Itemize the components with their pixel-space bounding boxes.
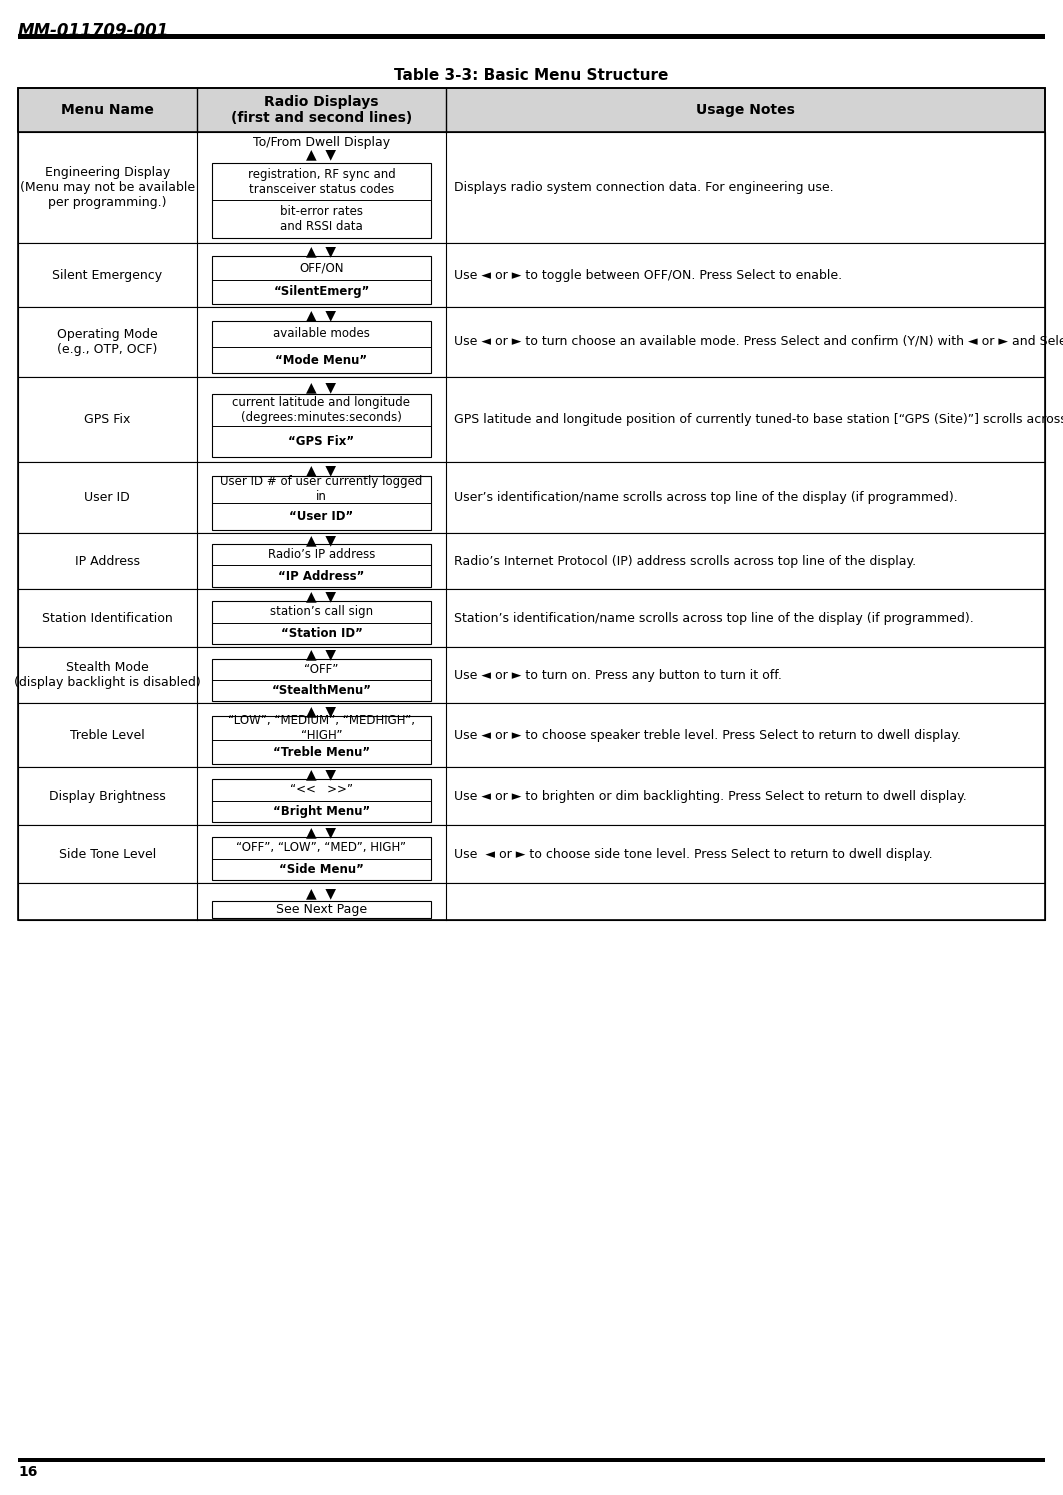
Text: ▲  ▼: ▲ ▼ [306, 534, 337, 547]
Bar [212, 163, 432, 238]
Bar [18, 1458, 1045, 1462]
Text: Side Tone Level: Side Tone Level [58, 848, 156, 861]
Text: GPS latitude and longitude position of currently tuned-to base station [“GPS (Si: GPS latitude and longitude position of c… [454, 413, 1063, 426]
Text: Menu Name: Menu Name [61, 103, 154, 117]
Text: “Bright Menu”: “Bright Menu” [273, 804, 370, 818]
Bar [212, 544, 432, 586]
Bar [212, 475, 432, 529]
Text: Radio Displays
(first and second lines): Radio Displays (first and second lines) [231, 94, 412, 126]
Text: “GPS Fix”: “GPS Fix” [288, 435, 355, 448]
Bar [212, 837, 432, 881]
Text: available modes: available modes [273, 327, 370, 341]
Bar [212, 659, 432, 701]
Text: Use ◄ or ► to turn choose an available mode. Press Select and confirm (Y/N) with: Use ◄ or ► to turn choose an available m… [454, 335, 1063, 348]
Text: “IP Address”: “IP Address” [279, 570, 365, 583]
Text: To/From Dwell Display: To/From Dwell Display [253, 136, 390, 148]
Text: ▲  ▼: ▲ ▼ [306, 147, 337, 161]
Bar [212, 321, 432, 374]
Text: Silent Emergency: Silent Emergency [52, 269, 163, 281]
Text: ▲  ▼: ▲ ▼ [306, 308, 337, 323]
Text: Use ◄ or ► to brighten or dim backlighting. Press Select to return to dwell disp: Use ◄ or ► to brighten or dim backlighti… [454, 789, 967, 803]
Text: ▲  ▼: ▲ ▼ [306, 887, 337, 900]
Text: registration, RF sync and
transceiver status codes: registration, RF sync and transceiver st… [248, 167, 395, 196]
Text: “User ID”: “User ID” [289, 510, 354, 523]
Text: ▲  ▼: ▲ ▼ [306, 647, 337, 661]
Bar [18, 589, 1045, 647]
Text: Use ◄ or ► to turn on. Press any button to turn it off.: Use ◄ or ► to turn on. Press any button … [454, 668, 782, 682]
Text: Table 3-3: Basic Menu Structure: Table 3-3: Basic Menu Structure [393, 67, 669, 84]
Bar [18, 88, 1045, 132]
Text: “SilentEmerg”: “SilentEmerg” [273, 286, 370, 299]
Text: Treble Level: Treble Level [70, 730, 145, 742]
Bar [18, 884, 1045, 919]
Text: See Next Page: See Next Page [276, 903, 367, 916]
Text: OFF/ON: OFF/ON [299, 262, 343, 275]
Bar [18, 462, 1045, 534]
Text: Stealth Mode
(display backlight is disabled): Stealth Mode (display backlight is disab… [14, 661, 201, 689]
Text: IP Address: IP Address [74, 555, 140, 568]
Text: Radio’s IP address: Radio’s IP address [268, 549, 375, 562]
Text: “OFF”, “LOW”, “MED”, HIGH”: “OFF”, “LOW”, “MED”, HIGH” [236, 842, 406, 854]
Text: “OFF”: “OFF” [304, 662, 339, 676]
Text: GPS Fix: GPS Fix [84, 413, 131, 426]
Text: Use  ◄ or ► to choose side tone level. Press Select to return to dwell display.: Use ◄ or ► to choose side tone level. Pr… [454, 848, 933, 861]
Text: “LOW”, “MEDIUM”, “MEDHIGH”,
“HIGH”: “LOW”, “MEDIUM”, “MEDHIGH”, “HIGH” [227, 715, 415, 742]
Text: 16: 16 [18, 1465, 37, 1479]
Text: ▲  ▼: ▲ ▼ [306, 380, 337, 393]
Bar [18, 704, 1045, 767]
Bar [18, 244, 1045, 306]
Text: Use ◄ or ► to toggle between OFF/ON. Press Select to enable.: Use ◄ or ► to toggle between OFF/ON. Pre… [454, 269, 842, 281]
Text: Display Brightness: Display Brightness [49, 789, 166, 803]
Bar [18, 647, 1045, 704]
Bar [18, 825, 1045, 884]
Text: User ID # of user currently logged
in: User ID # of user currently logged in [220, 475, 423, 504]
Bar [212, 601, 432, 644]
Text: “Station ID”: “Station ID” [281, 626, 362, 640]
Bar [18, 34, 1045, 39]
Text: Radio’s Internet Protocol (IP) address scrolls across top line of the display.: Radio’s Internet Protocol (IP) address s… [454, 555, 916, 568]
Text: bit-error rates
and RSSI data: bit-error rates and RSSI data [280, 205, 362, 233]
Text: current latitude and longitude
(degrees:minutes:seconds): current latitude and longitude (degrees:… [233, 396, 410, 423]
Text: ▲  ▼: ▲ ▼ [306, 704, 337, 718]
Text: station’s call sign: station’s call sign [270, 605, 373, 619]
Text: Displays radio system connection data. For engineering use.: Displays radio system connection data. F… [454, 181, 833, 194]
Bar [18, 306, 1045, 377]
Bar [212, 779, 432, 822]
Text: “Mode Menu”: “Mode Menu” [275, 354, 368, 366]
Bar [212, 393, 432, 457]
Text: User’s identification/name scrolls across top line of the display (if programmed: User’s identification/name scrolls acros… [454, 490, 958, 504]
Text: Usage Notes: Usage Notes [696, 103, 795, 117]
Text: ▲  ▼: ▲ ▼ [306, 589, 337, 604]
Text: ▲  ▼: ▲ ▼ [306, 825, 337, 839]
Text: Station’s identification/name scrolls across top line of the display (if program: Station’s identification/name scrolls ac… [454, 611, 974, 625]
Text: “<<   >>”: “<< >>” [290, 783, 353, 797]
Bar [212, 901, 432, 918]
Bar [18, 534, 1045, 589]
Bar [212, 716, 432, 764]
Text: “Side Menu”: “Side Menu” [280, 863, 364, 876]
Text: ▲  ▼: ▲ ▼ [306, 767, 337, 782]
Text: Station Identification: Station Identification [41, 611, 172, 625]
Text: ▲  ▼: ▲ ▼ [306, 244, 337, 257]
Text: “Treble Menu”: “Treble Menu” [273, 746, 370, 758]
Text: User ID: User ID [84, 490, 131, 504]
Text: ▲  ▼: ▲ ▼ [306, 463, 337, 477]
Text: MM-011709-001: MM-011709-001 [18, 22, 169, 40]
Text: Use ◄ or ► to choose speaker treble level. Press Select to return to dwell displ: Use ◄ or ► to choose speaker treble leve… [454, 730, 961, 742]
Bar [212, 256, 432, 303]
Text: Engineering Display
(Menu may not be available
per programming.): Engineering Display (Menu may not be ava… [20, 166, 195, 209]
Bar [18, 377, 1045, 462]
Bar [18, 88, 1045, 919]
Bar [18, 767, 1045, 825]
Bar [18, 132, 1045, 244]
Text: “StealthMenu”: “StealthMenu” [271, 683, 371, 697]
Text: Operating Mode
(e.g., OTP, OCF): Operating Mode (e.g., OTP, OCF) [57, 327, 157, 356]
